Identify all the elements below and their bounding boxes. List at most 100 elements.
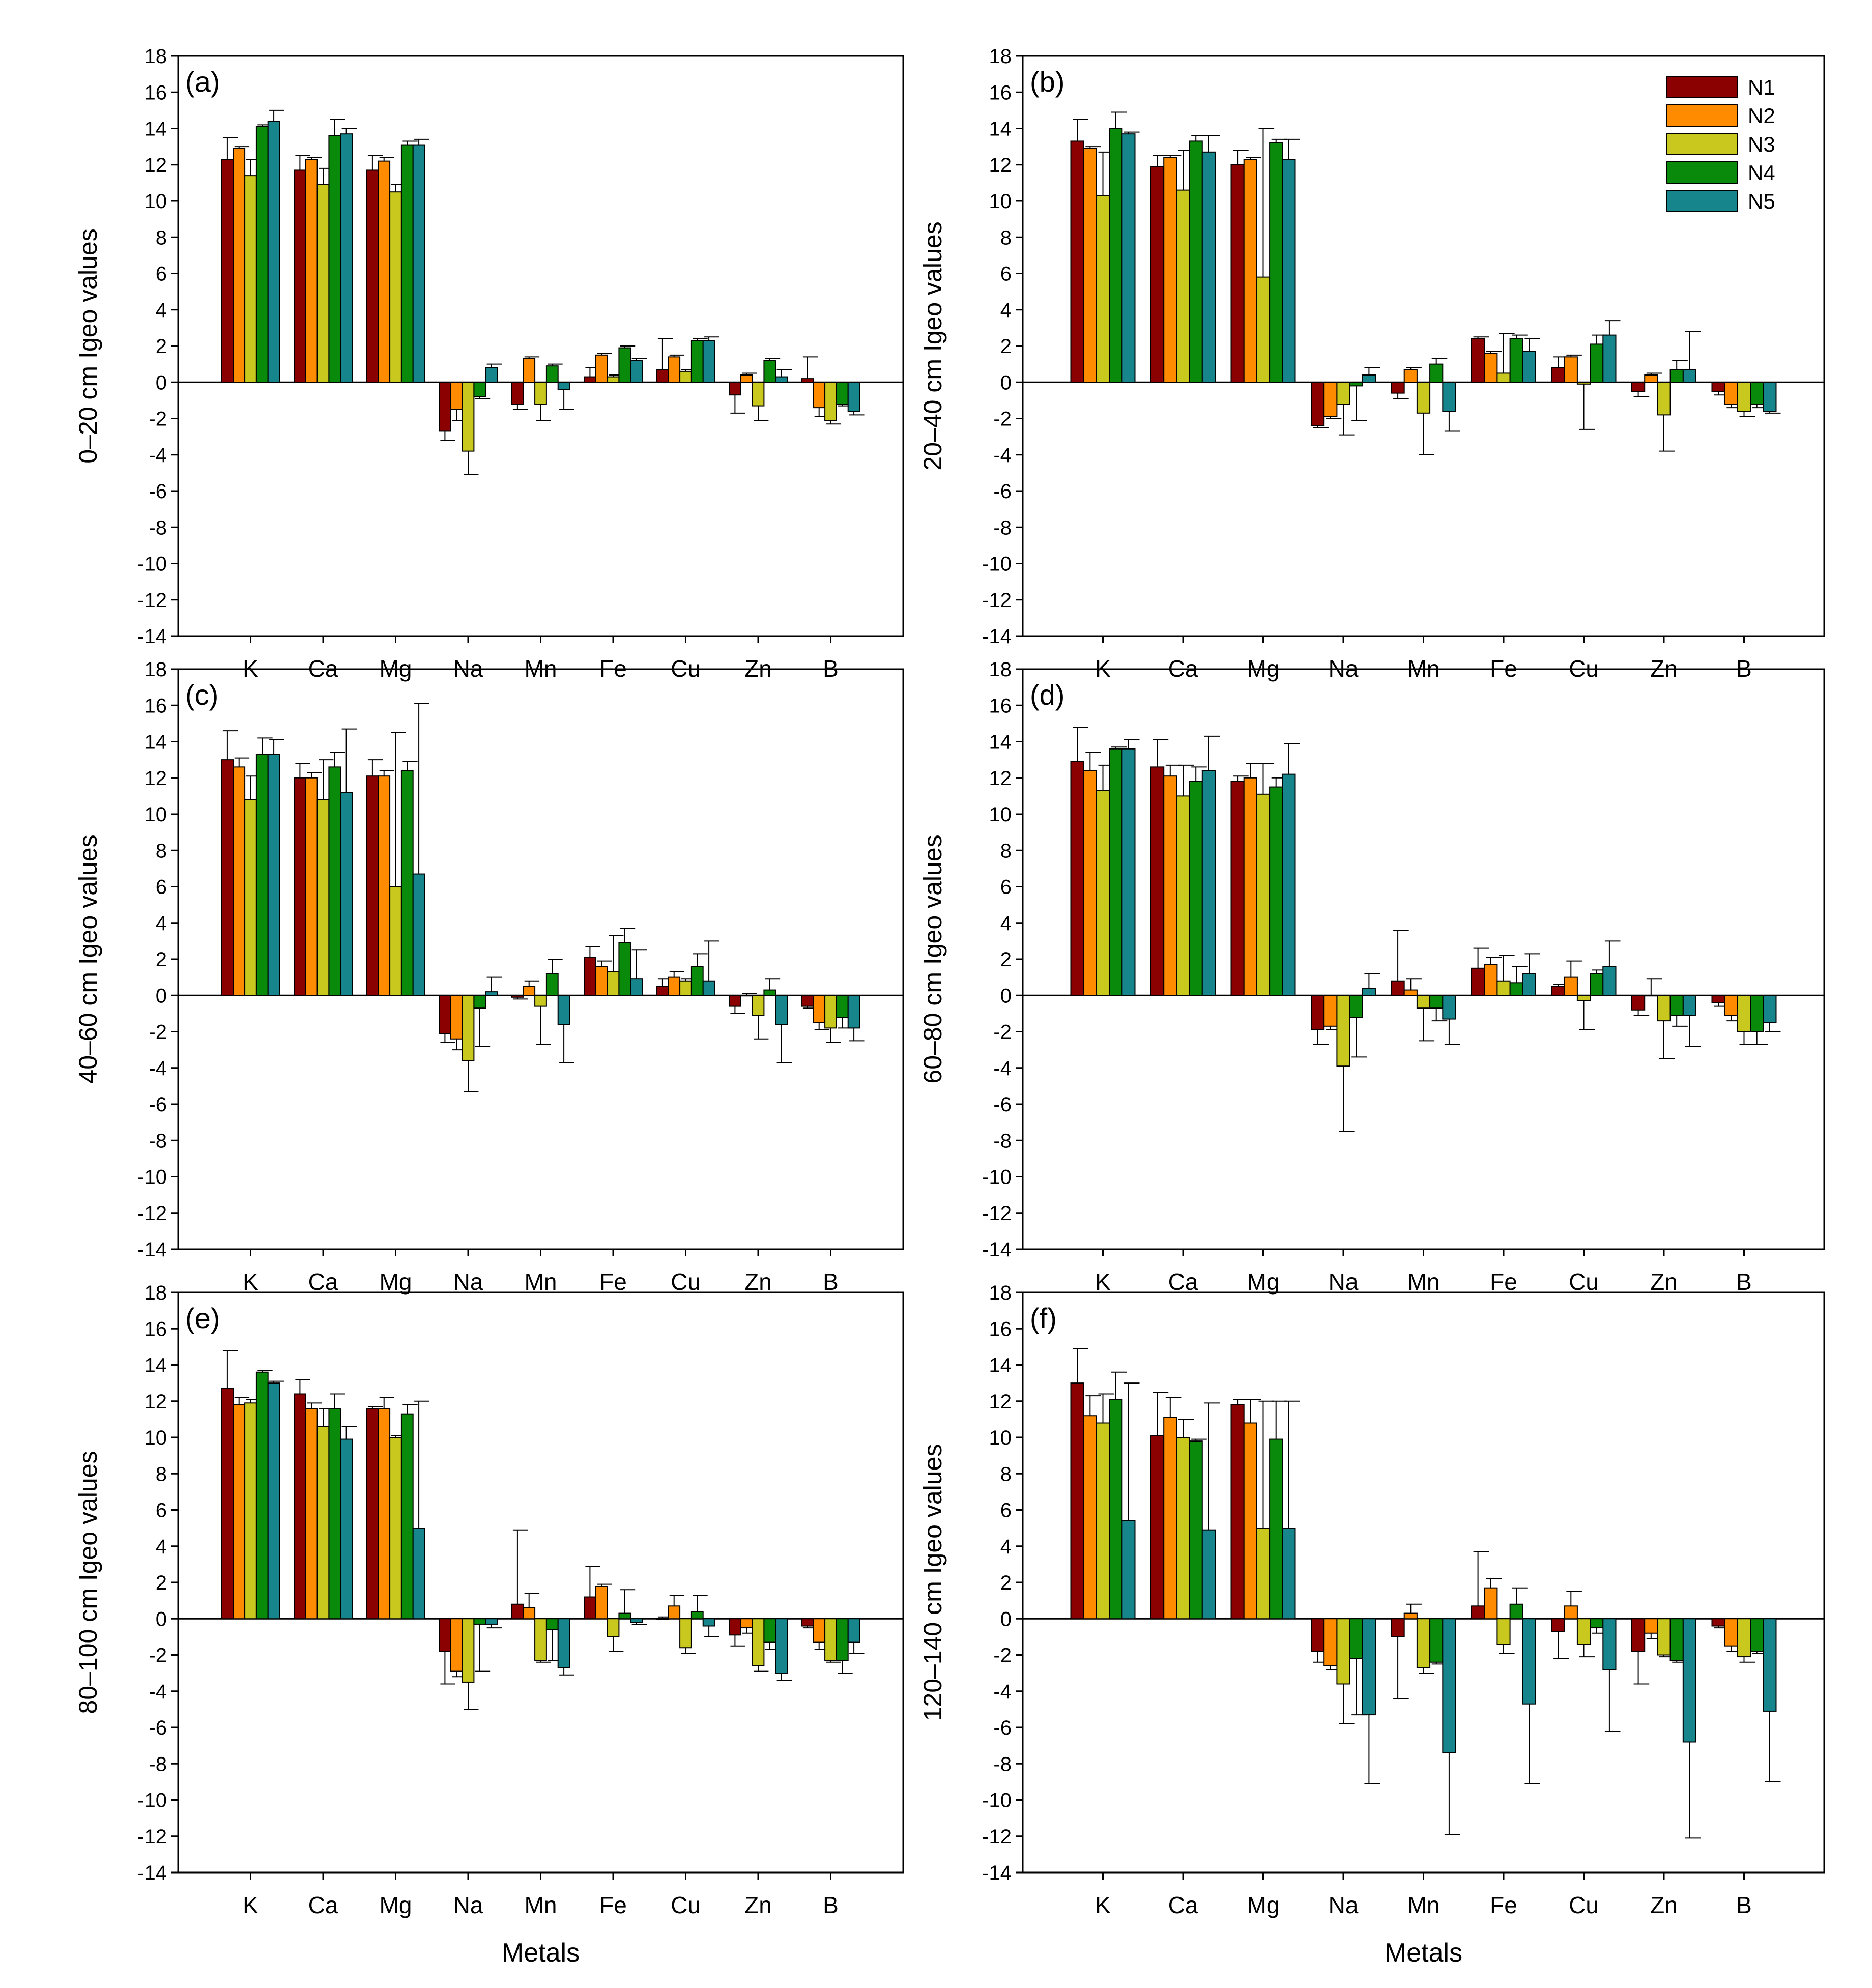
bar-n3 xyxy=(244,799,257,996)
bar-n2 xyxy=(1724,382,1738,405)
bar-n1 xyxy=(1551,1618,1565,1632)
bar-n2 xyxy=(450,995,463,1040)
bar-n4 xyxy=(1669,1618,1684,1661)
bar-n4 xyxy=(1349,1618,1363,1659)
bar-n1 xyxy=(656,369,669,383)
y-tick-label: 4 xyxy=(1000,912,1012,935)
bar-n1 xyxy=(584,957,596,996)
bar-n5 xyxy=(1602,966,1617,996)
bar-n3 xyxy=(1096,195,1110,383)
y-tick-label: -4 xyxy=(149,1057,167,1080)
legend-label: N3 xyxy=(1748,132,1775,156)
bar-n1 xyxy=(221,759,234,996)
plot-frame xyxy=(1022,668,1825,1250)
bar-n1 xyxy=(1311,995,1325,1030)
bar-n3 xyxy=(752,382,765,407)
bar-n1 xyxy=(366,775,379,996)
y-tick-label: -10 xyxy=(137,553,167,575)
bar-n2 xyxy=(1403,1612,1418,1620)
panel-label: (f) xyxy=(1030,1302,1057,1334)
bar-n1 xyxy=(439,1618,451,1652)
bar-n1 xyxy=(294,169,306,383)
plot-frame xyxy=(177,1291,904,1874)
plot-frame xyxy=(177,55,904,637)
bar-n4 xyxy=(690,966,704,996)
y-tick-label: -8 xyxy=(993,516,1012,539)
bar-n5 xyxy=(412,1528,425,1620)
bar-n1 xyxy=(801,995,814,1007)
bar-n3 xyxy=(534,995,547,1007)
bar-n3 xyxy=(679,1618,692,1649)
y-tick-label: -8 xyxy=(149,516,167,539)
y-tick-label: 10 xyxy=(145,190,167,213)
y-tick-label: 16 xyxy=(145,695,167,717)
bar-n4 xyxy=(763,360,776,383)
bar-n4 xyxy=(1509,982,1523,996)
bar-n1 xyxy=(584,1596,596,1620)
y-tick-label: 14 xyxy=(989,118,1012,140)
y-tick-label: -4 xyxy=(993,444,1012,467)
legend-label: N5 xyxy=(1748,189,1775,213)
bar-n5 xyxy=(1201,1529,1216,1620)
y-tick-label: -2 xyxy=(993,408,1012,430)
y-tick-label: 2 xyxy=(156,1572,167,1594)
bar-n1 xyxy=(1311,1618,1325,1652)
bar-n5 xyxy=(775,995,788,1025)
bar-n3 xyxy=(1336,995,1350,1067)
bar-n3 xyxy=(1256,1528,1271,1620)
bar-n5 xyxy=(1682,1618,1697,1743)
bar-n2 xyxy=(1564,976,1578,996)
y-tick-label: 6 xyxy=(1000,876,1012,899)
bar-n5 xyxy=(1362,988,1376,996)
y-tick-label: 4 xyxy=(156,1536,167,1558)
y-tick-label: -2 xyxy=(993,1645,1012,1667)
y-tick-label: 14 xyxy=(989,731,1012,754)
bar-n2 xyxy=(813,382,826,409)
bar-n5 xyxy=(412,873,425,996)
bar-n5 xyxy=(1442,382,1456,412)
bar-n3 xyxy=(1657,382,1671,416)
y-axis-title: 80–100 cm Igeo values xyxy=(74,1451,102,1714)
y-tick-label: -4 xyxy=(149,444,167,467)
bar-n4 xyxy=(1590,1618,1604,1629)
bar-n2 xyxy=(450,382,463,410)
y-tick-label: 12 xyxy=(989,154,1012,177)
bar-n4 xyxy=(763,1618,776,1643)
bar-n5 xyxy=(630,978,643,996)
bar-n2 xyxy=(378,1408,391,1620)
bar-n1 xyxy=(439,382,451,432)
bar-n5 xyxy=(1682,995,1697,1016)
bar-n4 xyxy=(1269,1438,1283,1620)
y-tick-label: 6 xyxy=(1000,1500,1012,1522)
bar-n2 xyxy=(1243,159,1257,383)
bar-n2 xyxy=(1484,353,1498,383)
x-tick-label: Mg xyxy=(1247,1892,1280,1918)
bar-n5 xyxy=(557,1618,570,1668)
bar-n4 xyxy=(1349,382,1363,387)
y-tick-label: -12 xyxy=(137,1826,167,1848)
bar-n2 xyxy=(305,777,318,996)
bar-n5 xyxy=(702,340,715,383)
bar-n2 xyxy=(1083,148,1097,383)
bar-n3 xyxy=(534,382,547,405)
bar-n4 xyxy=(1189,781,1203,996)
bar-n2 xyxy=(740,995,753,997)
bar-n2 xyxy=(305,1408,318,1620)
bar-n3 xyxy=(1657,995,1671,1022)
y-tick-label: -6 xyxy=(993,1717,1012,1739)
bar-n3 xyxy=(244,175,257,383)
y-tick-label: 8 xyxy=(1000,1463,1012,1485)
plot-frame xyxy=(177,668,904,1250)
bar-n2 xyxy=(1564,1605,1578,1620)
bar-n3 xyxy=(1576,382,1591,385)
bar-n1 xyxy=(1070,761,1084,996)
y-tick-label: -6 xyxy=(149,480,167,503)
bar-n2 xyxy=(1644,995,1658,997)
bar-n5 xyxy=(1522,1618,1537,1705)
x-tick-label: B xyxy=(1736,1269,1752,1295)
bar-n5 xyxy=(702,1618,715,1627)
x-tick-label: B xyxy=(823,1269,839,1295)
y-tick-label: -6 xyxy=(149,1717,167,1739)
bar-n3 xyxy=(824,1618,837,1661)
bar-n3 xyxy=(1256,276,1271,383)
